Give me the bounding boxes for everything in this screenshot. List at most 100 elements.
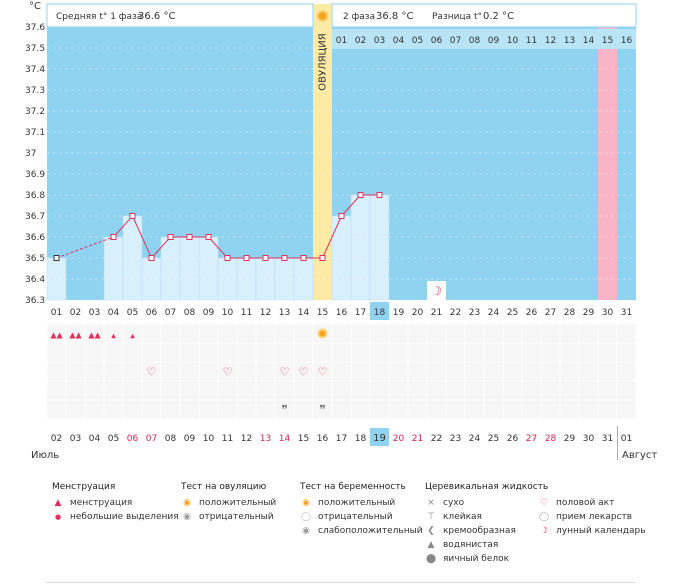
x-day-label: 16: [336, 308, 348, 318]
calendar-day-label: 19: [373, 433, 386, 444]
icon-cell: [541, 362, 560, 381]
icon-cell: [199, 362, 218, 381]
y-tick-label: 36.3: [25, 296, 45, 306]
heart-icon: ♡: [147, 366, 157, 379]
legend-other: ♡ половой акт ◯ прием лекарств ☽ лунный кал…: [538, 482, 646, 538]
icon-cell: [351, 400, 370, 419]
icon-cell: [85, 362, 104, 381]
icon-cell: [579, 381, 598, 400]
icon-cell: [161, 400, 180, 419]
icon-cell: [427, 400, 446, 419]
icon-cell: [522, 324, 541, 343]
icon-cell: [47, 381, 66, 400]
icon-cell: [199, 324, 218, 343]
icon-cell: [370, 381, 389, 400]
data-point: [53, 255, 60, 261]
x-day-label: 20: [412, 308, 424, 318]
icon-cell: [617, 343, 636, 362]
data-point: [167, 234, 174, 240]
icon-cell: [199, 400, 218, 419]
y-tick-label: 36.7: [25, 212, 45, 222]
icon-cell: [598, 381, 617, 400]
icon-cell: [218, 362, 237, 381]
icon-cell: [446, 324, 465, 343]
cycle-day-label: 09: [488, 36, 500, 46]
icon-cell: [579, 362, 598, 381]
calendar-day-label: 22: [431, 434, 442, 444]
icon-cell: [142, 381, 161, 400]
x-day-label: 17: [355, 308, 366, 318]
icon-cell: [484, 381, 503, 400]
calendar-day-label: 13: [260, 434, 271, 444]
x-day-label: 07: [165, 308, 176, 318]
icon-cell: [66, 400, 85, 419]
icon-cell: [522, 343, 541, 362]
calendar-day-label: 20: [393, 434, 405, 444]
line-segment: [322, 215, 342, 259]
icon-cell: [275, 362, 294, 381]
temperature-bar: [350, 194, 371, 301]
diff-label: Разница t°: [432, 12, 482, 22]
icon-cell: [313, 362, 332, 381]
icon-cell: [237, 400, 256, 419]
calendar-day-label: 24: [469, 434, 481, 444]
icon-cell: [218, 324, 237, 343]
temperature-bar: [198, 236, 219, 301]
icon-cell: [484, 400, 503, 419]
icon-cell: [85, 381, 104, 400]
cycle-day-label: 05: [412, 36, 423, 46]
pregnancy-positive-icon: ◉: [302, 498, 310, 508]
icon-cell: [579, 400, 598, 419]
data-point: [319, 255, 326, 261]
icon-cell: [275, 324, 294, 343]
legend-item: отрицательный: [318, 512, 393, 522]
bottom-divider: [46, 582, 636, 583]
calendar-day-label: 09: [184, 434, 196, 444]
icon-cell: [465, 324, 484, 343]
icon-cell: [142, 324, 161, 343]
icon-cell: [503, 381, 522, 400]
x-day-label: 04: [108, 308, 120, 318]
x-day-label: 10: [222, 308, 234, 318]
temperature-bar: [179, 236, 200, 301]
sticky-icon: ⊤: [427, 512, 435, 522]
icon-cell: [332, 381, 351, 400]
calendar-row: 02 03 04 05 06 07 08 09 10 11 12 13 14 15 16 17 18 19 20 21…: [31, 426, 657, 461]
x-axis-days: 01 02 03 04 05 06 07 08 09 10 11 12 13 14 15 16 17 18 19 20…: [51, 302, 632, 320]
icon-cell: [503, 324, 522, 343]
y-tick-label: 37.6: [25, 23, 45, 33]
phase1-value: 36.6 °C: [138, 11, 175, 22]
highlighted-day-cell: [370, 302, 389, 320]
data-point: [338, 213, 345, 219]
creamy-icon: ❞: [319, 403, 325, 417]
phase2-label: 2 фаза: [343, 12, 375, 22]
calendar-day-label: 31: [602, 434, 613, 444]
menstruation-icon: ▲: [111, 333, 116, 340]
y-tick-label: 37.4: [25, 65, 45, 75]
icon-cell: [541, 400, 560, 419]
icon-cell: [541, 381, 560, 400]
icon-cell: [237, 324, 256, 343]
temperature-line: ☽: [53, 192, 446, 300]
legend-ovulation-test: Тест на овуляцию ◉ положительный ◉ отрицат…: [181, 482, 276, 524]
icon-cell: [66, 362, 85, 381]
cycle-day-label: 16: [621, 36, 633, 46]
icon-cell: [294, 343, 313, 362]
icon-cell: [351, 362, 370, 381]
icon-cell: [142, 400, 161, 419]
y-axis-ticks: 37.6 37.5 37.4 37.3 37.2 37.1 37 36.9 36.8 36.7 36…: [25, 1, 45, 306]
temperature-bar: [293, 257, 314, 301]
month-right-label: Август: [622, 450, 657, 461]
icon-cell: [256, 324, 275, 343]
cycle-day-label: 12: [545, 36, 556, 46]
menstruation-icon: ▲: [130, 333, 135, 340]
icon-cell: [332, 343, 351, 362]
menstruation-icon: ▲▲: [69, 331, 82, 340]
icon-cell: [408, 400, 427, 419]
x-day-label: 28: [564, 308, 576, 318]
x-day-label: 19: [393, 308, 405, 318]
y-axis-unit: °C: [29, 1, 41, 12]
icon-cell: [180, 362, 199, 381]
pregnancy-negative-icon: ◯: [300, 512, 312, 522]
line-segment: [208, 236, 228, 259]
